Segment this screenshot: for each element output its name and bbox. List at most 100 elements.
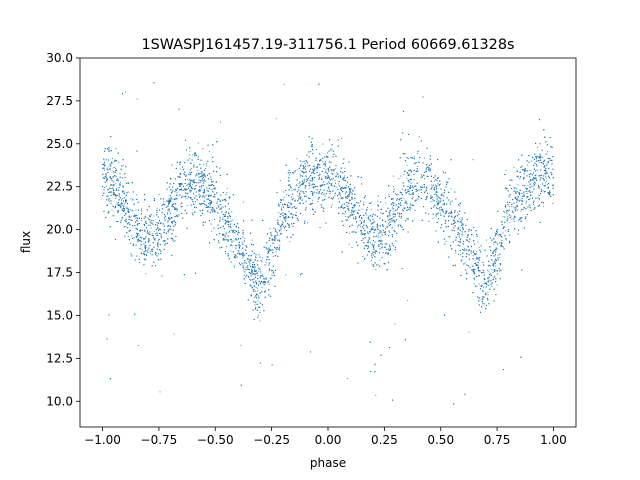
data-point bbox=[188, 183, 190, 185]
data-point bbox=[242, 257, 244, 259]
data-point bbox=[382, 213, 384, 215]
data-point bbox=[472, 269, 474, 271]
data-point bbox=[203, 164, 205, 166]
data-point bbox=[272, 255, 274, 257]
data-point bbox=[346, 204, 348, 206]
data-point bbox=[391, 206, 393, 208]
data-point bbox=[279, 245, 281, 247]
data-point bbox=[232, 219, 234, 221]
data-point bbox=[385, 252, 387, 254]
data-point bbox=[176, 192, 178, 194]
data-point bbox=[149, 250, 151, 252]
data-point bbox=[328, 189, 330, 191]
data-point bbox=[462, 242, 464, 244]
data-point bbox=[112, 177, 114, 179]
data-point bbox=[508, 210, 510, 212]
data-point bbox=[394, 221, 396, 223]
data-point bbox=[121, 202, 123, 204]
data-point bbox=[403, 197, 405, 199]
data-point bbox=[176, 210, 178, 212]
data-point bbox=[461, 259, 463, 261]
data-point bbox=[219, 218, 221, 220]
data-point bbox=[472, 250, 474, 252]
data-point bbox=[416, 152, 418, 154]
data-point bbox=[521, 200, 523, 202]
data-point bbox=[255, 269, 257, 271]
data-point bbox=[111, 209, 113, 211]
data-point bbox=[548, 177, 550, 179]
data-point bbox=[238, 251, 240, 253]
data-point bbox=[375, 236, 377, 238]
data-point bbox=[335, 168, 337, 170]
data-point bbox=[285, 194, 287, 196]
data-point bbox=[250, 258, 252, 260]
data-point bbox=[293, 189, 295, 191]
data-point bbox=[334, 179, 336, 181]
data-point bbox=[186, 184, 188, 186]
data-point bbox=[325, 169, 327, 171]
data-point bbox=[354, 231, 356, 233]
data-point bbox=[318, 191, 320, 193]
data-point bbox=[505, 230, 507, 232]
data-point bbox=[167, 219, 169, 221]
data-point bbox=[279, 180, 281, 182]
data-point bbox=[523, 177, 525, 179]
data-point bbox=[172, 220, 174, 222]
data-point bbox=[275, 237, 277, 239]
data-point bbox=[124, 203, 126, 205]
data-point bbox=[487, 291, 489, 293]
data-point bbox=[115, 183, 117, 185]
data-point bbox=[323, 194, 325, 196]
data-point bbox=[173, 333, 175, 335]
data-point bbox=[328, 187, 330, 189]
data-point bbox=[530, 179, 532, 181]
data-point bbox=[494, 275, 496, 277]
data-point bbox=[294, 188, 296, 190]
data-point bbox=[451, 216, 453, 218]
data-point bbox=[394, 220, 396, 222]
data-point bbox=[379, 259, 381, 261]
data-point bbox=[517, 184, 519, 186]
data-point bbox=[486, 269, 488, 271]
data-point bbox=[157, 246, 159, 248]
data-point bbox=[407, 300, 409, 302]
data-point bbox=[382, 246, 384, 248]
data-point bbox=[488, 265, 490, 267]
data-point bbox=[539, 162, 541, 164]
data-point bbox=[136, 194, 138, 196]
data-point bbox=[344, 175, 346, 177]
data-point bbox=[369, 241, 371, 243]
data-point bbox=[352, 191, 354, 193]
data-point bbox=[423, 157, 425, 159]
data-point bbox=[485, 239, 487, 241]
data-point bbox=[360, 233, 362, 235]
data-point bbox=[399, 203, 401, 205]
data-point bbox=[443, 216, 445, 218]
data-point bbox=[328, 191, 330, 192]
data-point bbox=[388, 194, 390, 196]
data-point bbox=[279, 249, 281, 251]
data-point bbox=[377, 237, 379, 239]
data-point bbox=[217, 204, 219, 206]
data-point bbox=[543, 180, 545, 182]
data-point bbox=[283, 196, 285, 198]
data-point bbox=[349, 192, 351, 194]
data-point bbox=[409, 205, 411, 207]
data-point bbox=[461, 219, 463, 221]
data-point bbox=[451, 200, 453, 202]
data-point bbox=[294, 169, 296, 171]
data-point bbox=[269, 283, 271, 285]
data-point bbox=[257, 287, 259, 289]
data-point bbox=[418, 136, 420, 138]
data-point bbox=[257, 300, 259, 302]
data-point bbox=[462, 235, 464, 237]
data-point bbox=[505, 239, 507, 241]
data-point bbox=[195, 166, 197, 168]
data-point bbox=[144, 229, 146, 231]
data-point bbox=[259, 320, 261, 322]
data-point bbox=[325, 172, 327, 174]
data-point bbox=[455, 252, 457, 254]
data-point bbox=[430, 188, 432, 190]
data-point bbox=[520, 210, 522, 212]
data-point bbox=[104, 169, 105, 171]
